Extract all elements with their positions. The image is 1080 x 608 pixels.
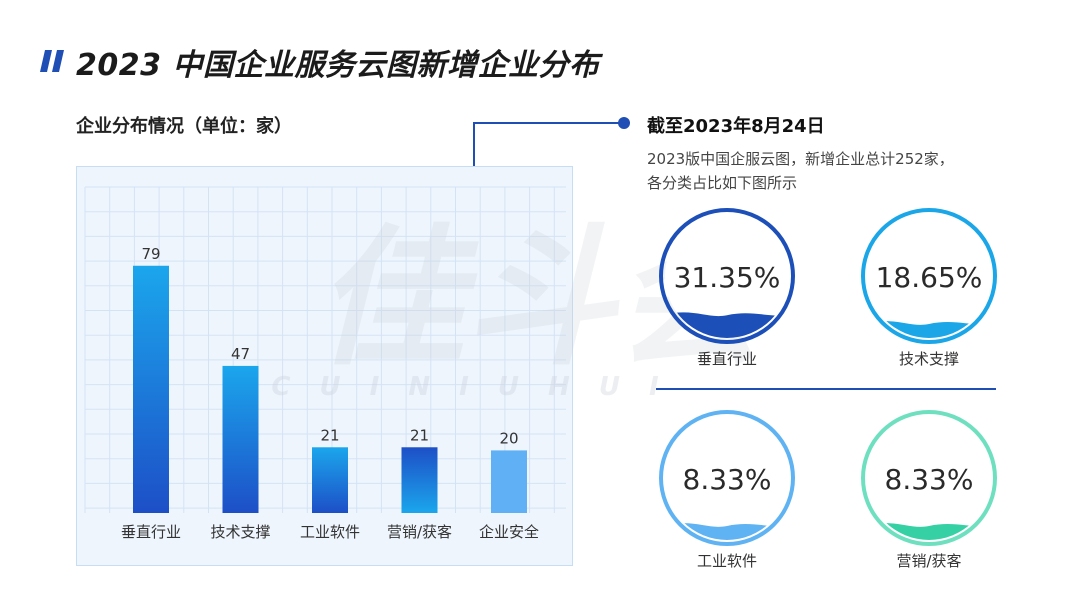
percent-value: 8.33% [885,463,974,496]
percent-label: 营销/获客 [896,552,961,570]
title-slash-icon [40,50,64,72]
circle-background [665,416,789,540]
divider [656,388,996,390]
bar-5 [491,450,527,513]
percent-circle: 8.33% 营销/获客 [861,410,997,570]
circle-ring [861,410,997,546]
percent-circle: 18.65% 技术支撑 [861,208,997,368]
bar-4 [401,447,438,513]
percent-value: 18.65% [876,261,983,294]
chart-panel: 79 垂直行业 47 技术支撑 21 工业软件 21 营销/获客 20 企业安全 [76,166,573,566]
chart-subtitle: 企业分布情况（单位：家） [76,116,292,137]
bar-value-label: 20 [499,429,518,447]
bar-1 [133,265,169,513]
percent-label: 技术支撑 [899,350,959,368]
wave-fill [665,312,789,338]
bar-value-label: 21 [410,426,429,444]
circle-background [867,214,991,338]
circle-background [665,214,789,338]
percent-label: 工业软件 [697,552,757,570]
bar-2 [222,365,259,513]
category-label: 工业软件 [300,523,360,541]
circle-ring [659,208,795,344]
date-heading: 截至2023年8月24日 [647,116,825,137]
category-label: 企业安全 [479,523,539,541]
percent-label: 垂直行业 [697,350,757,368]
description-line-2: 各分类占比如下图所示 [647,174,798,192]
percent-circle: 8.33% 工业软件 [659,410,795,570]
bar-value-label: 21 [320,426,339,444]
category-label: 垂直行业 [121,523,181,541]
percent-value: 31.35% [674,261,781,294]
percent-value: 8.33% [683,463,772,496]
bar-value-label: 79 [141,245,160,263]
description-line-1: 2023版中国企服云图，新增企业总计252家， [647,150,954,168]
category-label: 技术支撑 [210,523,270,541]
percent-circle: 31.35% 垂直行业 [659,208,795,368]
circle-ring [659,410,795,546]
bar-value-label: 47 [231,345,250,363]
circle-ring [861,208,997,344]
page-title: 2023 中国企业服务云图新增企业分布 [76,48,600,83]
bar-chart: 79 垂直行业 47 技术支撑 21 工业软件 21 营销/获客 20 企业安全 [84,186,566,541]
bar-3 [312,447,348,513]
circle-background [867,416,991,540]
category-label: 营销/获客 [387,523,452,541]
